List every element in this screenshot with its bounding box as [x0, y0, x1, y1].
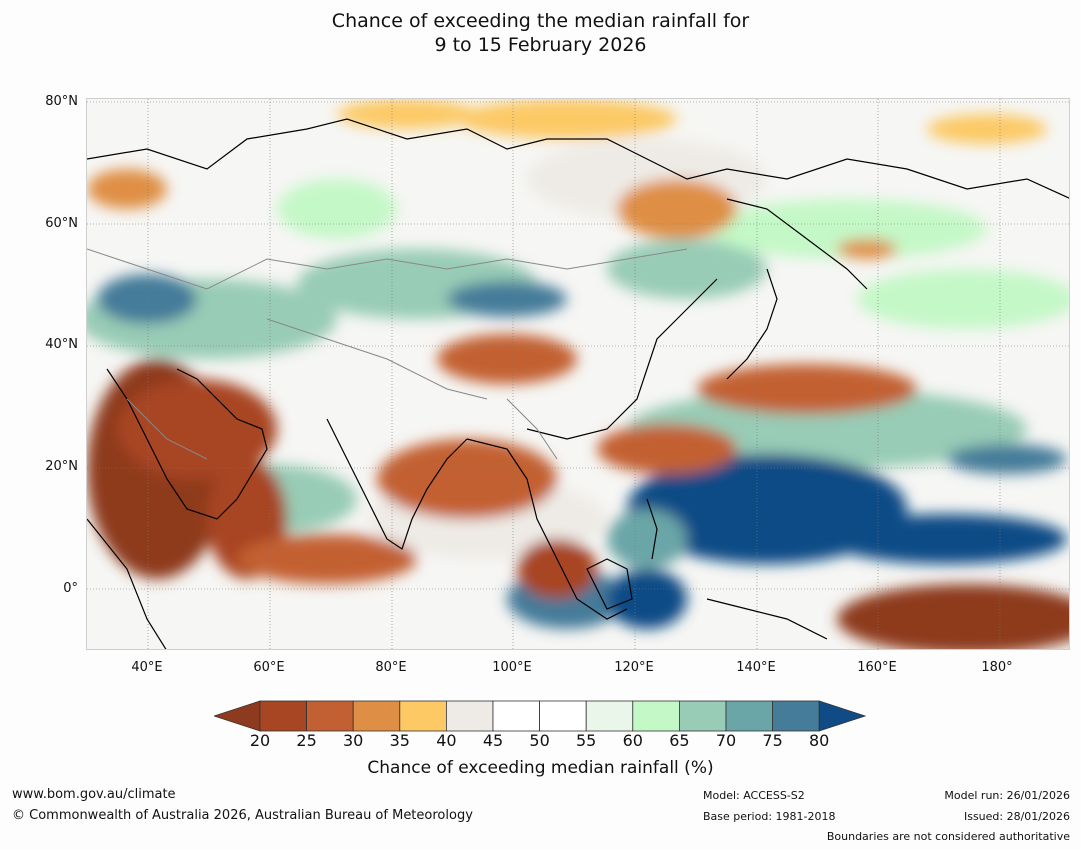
lon-label-100e: 100°E [492, 660, 532, 675]
issued-text: Issued: 28/01/2026 [963, 810, 1070, 823]
coastlines [87, 118, 1069, 649]
colorbar-tick-label: 60 [622, 731, 643, 750]
colorbar-tick-label: 45 [482, 731, 504, 750]
colorbar-segment [585, 700, 634, 732]
model-text: Model: ACCESS-S2 [703, 789, 805, 802]
colorbar-tick-label: 40 [436, 731, 457, 750]
colorbar-tick-label: 65 [669, 731, 690, 750]
country-boundaries [87, 248, 688, 460]
lat-label-80n: 80°N [45, 94, 78, 109]
colorbar [214, 700, 866, 732]
colorbar-tick-label: 50 [529, 731, 550, 750]
colorbar-segment [445, 700, 494, 732]
colorbar-tick-label: 30 [343, 731, 364, 750]
base-period-text: Base period: 1981-2018 [703, 810, 836, 823]
colorbar-segment [306, 700, 354, 732]
lon-label-40e: 40°E [131, 660, 163, 675]
colorbar-tick-label: 80 [809, 731, 830, 750]
probability-field [87, 99, 1069, 649]
lon-label-60e: 60°E [253, 660, 285, 675]
colorbar-over-arrow [818, 700, 866, 732]
colorbar-segment [772, 700, 820, 732]
colorbar-tick-label: 20 [249, 731, 271, 750]
colorbar-segment [632, 700, 680, 732]
graticule [87, 99, 1069, 649]
lat-label-40n: 40°N [45, 337, 78, 352]
lat-label-0: 0° [63, 581, 78, 596]
colorbar-tick-label: 70 [715, 731, 737, 750]
colorbar-tick-label: 35 [389, 731, 410, 750]
lon-label-120e: 120°E [614, 660, 654, 675]
copyright-text: © Commonwealth of Australia 2026, Austra… [12, 808, 473, 823]
map-canvas [87, 99, 1069, 649]
colorbar-tick-label: 25 [296, 731, 317, 750]
colorbar-segment [259, 700, 307, 732]
colorbar-segment [352, 700, 401, 732]
colorbar-segment [399, 700, 447, 732]
colorbar-tick-label: 55 [576, 731, 597, 750]
rainfall-map [86, 98, 1070, 650]
colorbar-segment [678, 700, 727, 732]
website-link[interactable]: www.bom.gov.au/climate [12, 787, 176, 802]
colorbar-segment [725, 700, 773, 732]
lon-label-160e: 160°E [857, 660, 897, 675]
lat-label-20n: 20°N [45, 459, 78, 474]
lat-label-60n: 60°N [45, 216, 78, 231]
colorbar-segment [539, 700, 587, 732]
colorbar-segment [492, 700, 540, 732]
colorbar-title: Chance of exceeding median rainfall (%) [367, 758, 714, 778]
lon-label-180: 180° [981, 660, 1013, 675]
colorbar-under-arrow [214, 700, 261, 732]
colorbar-tick-label: 75 [762, 731, 783, 750]
title-line-2: 9 to 15 February 2026 [434, 34, 647, 56]
disclaimer-text: Boundaries are not considered authoritat… [826, 830, 1070, 843]
chart-title: Chance of exceeding the median rainfall … [0, 9, 1081, 57]
lon-label-80e: 80°E [375, 660, 407, 675]
model-run-text: Model run: 26/01/2026 [944, 789, 1070, 802]
title-line-1: Chance of exceeding the median rainfall … [331, 10, 750, 32]
lon-label-140e: 140°E [736, 660, 776, 675]
